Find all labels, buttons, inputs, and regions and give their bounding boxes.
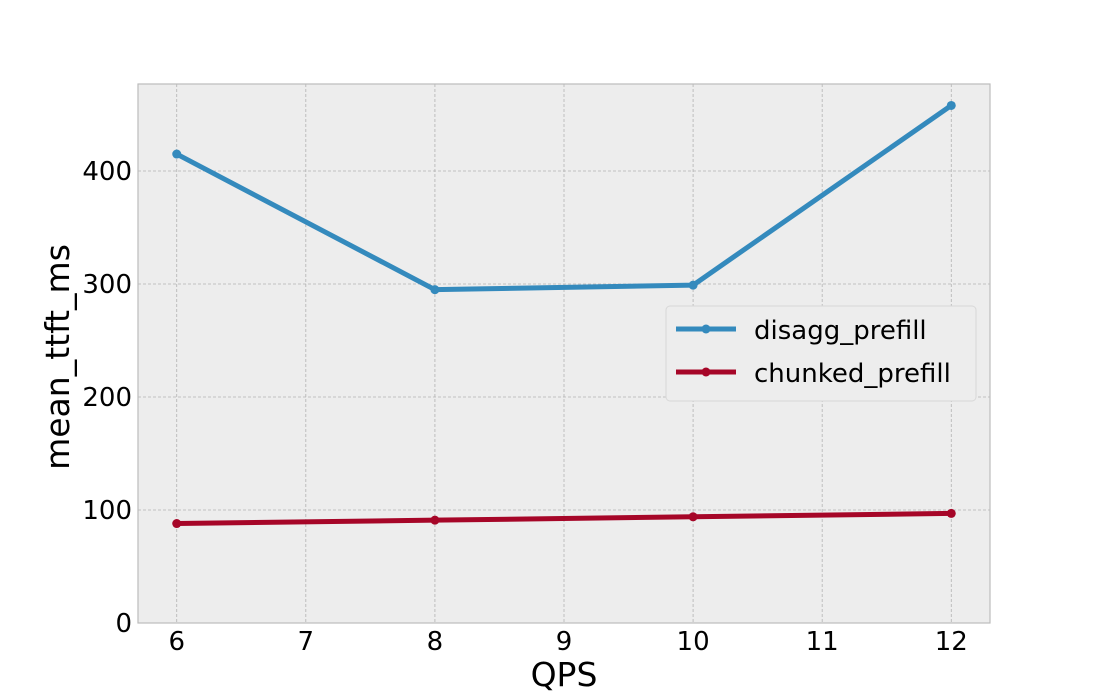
- y-tick-labels: 0 100 200 300 400: [82, 157, 132, 639]
- data-point-disagg-prefill: [946, 100, 956, 110]
- series-lines: [172, 100, 956, 529]
- data-point-chunked-prefill: [172, 519, 182, 529]
- y-tick-label: 100: [82, 496, 132, 526]
- data-point-chunked-prefill: [430, 515, 440, 525]
- x-tick-label: 8: [427, 627, 444, 657]
- y-tick-label: 400: [82, 157, 132, 187]
- legend-label-chunked-prefill: chunked_prefill: [754, 359, 951, 389]
- x-tick-label: 7: [298, 627, 315, 657]
- y-tick-label: 0: [115, 609, 132, 639]
- legend: disagg_prefill chunked_prefill: [665, 305, 977, 402]
- x-tick-label: 10: [677, 627, 710, 657]
- series-line-disagg-prefill: [174, 102, 954, 293]
- x-tick-label: 11: [806, 627, 839, 657]
- x-tick-label: 12: [935, 627, 968, 657]
- y-axis-label: mean_ttft_ms: [38, 244, 77, 470]
- data-point-chunked-prefill: [688, 512, 698, 522]
- data-point-disagg-prefill: [688, 280, 698, 290]
- x-tick-labels: 6 7 8 9 10 11 12: [168, 627, 967, 657]
- data-point-disagg-prefill: [430, 285, 440, 295]
- legend-marker-disagg-prefill: [701, 324, 711, 334]
- x-axis-label: QPS: [531, 655, 598, 694]
- x-tick-label: 6: [168, 627, 185, 657]
- x-tick-label: 9: [556, 627, 573, 657]
- series-line-chunked-prefill: [174, 510, 954, 527]
- y-tick-label: 200: [82, 383, 132, 413]
- legend-marker-chunked-prefill: [701, 367, 711, 377]
- y-tick-label: 300: [82, 270, 132, 300]
- data-point-disagg-prefill: [172, 149, 182, 159]
- plot-frame: [137, 83, 991, 624]
- legend-box: [665, 305, 977, 402]
- data-point-chunked-prefill: [946, 508, 956, 518]
- legend-label-disagg-prefill: disagg_prefill: [754, 316, 927, 346]
